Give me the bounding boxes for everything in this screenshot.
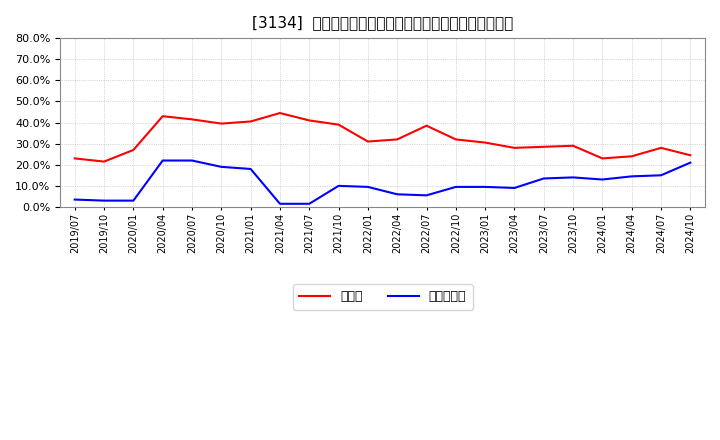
現預金 [510,145,519,150]
有利子負債 [657,172,665,178]
有利子負債 [129,198,138,203]
有利子負債 [364,184,372,190]
現預金 [217,121,225,126]
有利子負債 [276,201,284,206]
現預金 [158,114,167,119]
Line: 現預金: 現預金 [75,113,690,161]
現預金 [305,118,314,123]
現預金 [393,137,402,142]
有利子負債 [393,192,402,197]
現預金 [598,156,607,161]
有利子負債 [627,174,636,179]
現預金 [129,147,138,153]
現預金 [422,123,431,128]
現預金 [188,117,197,122]
現預金 [334,122,343,127]
有利子負債 [422,193,431,198]
有利子負債 [481,184,490,190]
有利子負債 [71,197,79,202]
有利子負債 [510,185,519,191]
Title: [3134]  現預金、有利子負債の総資産に対する比率の推移: [3134] 現預金、有利子負債の総資産に対する比率の推移 [252,15,513,30]
現預金 [481,140,490,145]
現預金 [627,154,636,159]
現預金 [686,153,695,158]
現預金 [657,145,665,150]
有利子負債 [100,198,109,203]
有利子負債 [539,176,548,181]
現預金 [100,159,109,164]
有利子負債 [246,166,255,172]
現預金 [246,119,255,124]
現預金 [569,143,577,148]
有利子負債 [158,158,167,163]
現預金 [451,137,460,142]
有利子負債 [334,183,343,188]
現預金 [276,110,284,116]
有利子負債 [217,164,225,169]
Line: 有利子負債: 有利子負債 [75,161,690,204]
有利子負債 [598,177,607,182]
有利子負債 [188,158,197,163]
有利子負債 [451,184,460,190]
現預金 [539,144,548,150]
有利子負債 [305,201,314,206]
現預金 [364,139,372,144]
有利子負債 [686,160,695,165]
現預金 [71,156,79,161]
有利子負債 [569,175,577,180]
Legend: 現預金, 有利子負債: 現預金, 有利子負債 [292,284,472,310]
